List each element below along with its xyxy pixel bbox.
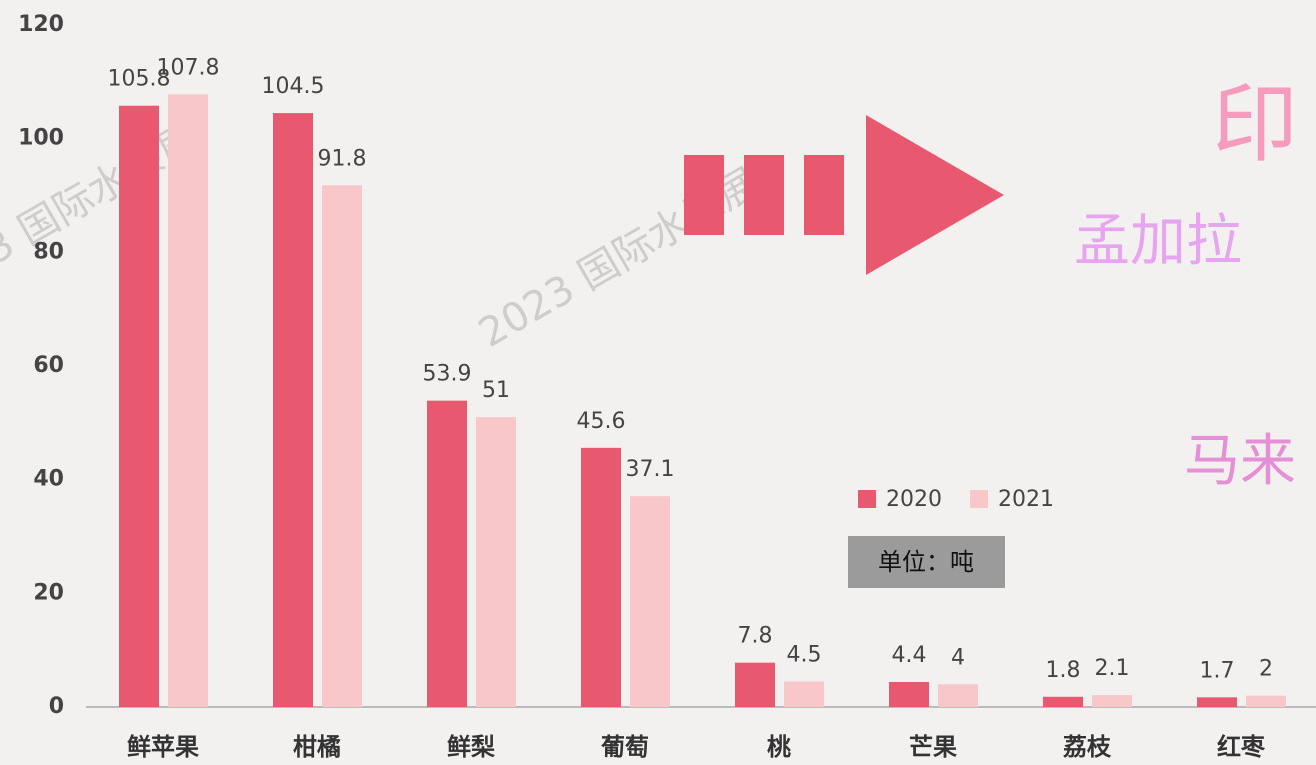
x-tick-label: 柑橘 (293, 733, 341, 761)
y-tick-label: 100 (18, 126, 64, 151)
data-label: 4.5 (787, 642, 822, 667)
data-label: 1.8 (1046, 658, 1081, 683)
x-tick-label: 鲜梨 (447, 733, 495, 761)
arrow-block (744, 155, 784, 235)
data-label: 51 (482, 378, 510, 403)
data-label: 104.5 (262, 74, 325, 99)
bar (476, 417, 516, 707)
annotation: 单位：吨 (878, 548, 974, 576)
bar (938, 684, 978, 707)
x-tick-label: 鲜苹果 (127, 733, 199, 761)
bar (427, 400, 467, 707)
legend-label: 2021 (998, 487, 1054, 512)
bar (581, 447, 621, 707)
x-tick-label: 芒果 (909, 733, 957, 761)
bar (630, 496, 670, 707)
bar (889, 681, 929, 707)
y-tick-label: 0 (49, 694, 64, 719)
data-label: 105.8 (108, 67, 171, 92)
data-label: 4.4 (892, 643, 927, 668)
bar (735, 662, 775, 707)
bar (1246, 695, 1286, 707)
data-label: 1.7 (1200, 658, 1235, 683)
annotation-box (848, 536, 1005, 588)
bar (784, 681, 824, 707)
side-text: 孟加拉 (1074, 209, 1242, 274)
side-text: 印 (1212, 74, 1298, 174)
data-label: 45.6 (577, 409, 626, 434)
bar (1043, 696, 1083, 707)
bar (322, 185, 362, 707)
x-tick-label: 荔枝 (1063, 733, 1112, 761)
bar (273, 113, 313, 707)
data-label: 91.8 (318, 146, 367, 171)
y-tick-label: 60 (33, 353, 64, 378)
side-text: 马来 (1184, 429, 1296, 494)
y-tick-label: 120 (18, 12, 64, 37)
data-label: 37.1 (626, 457, 675, 482)
data-label: 107.8 (157, 55, 220, 80)
legend-swatch (858, 490, 876, 508)
data-label: 53.9 (423, 362, 472, 387)
data-label: 7.8 (738, 624, 773, 649)
data-label: 2 (1259, 657, 1273, 682)
legend-swatch (970, 490, 988, 508)
x-tick-label: 桃 (767, 733, 791, 761)
bar (1197, 697, 1237, 707)
y-tick-label: 80 (33, 239, 64, 264)
data-label: 4 (951, 645, 965, 670)
y-tick-label: 20 (33, 580, 64, 605)
y-tick-label: 40 (33, 467, 64, 492)
bar (1092, 695, 1132, 707)
arrow-block (684, 155, 724, 235)
x-tick-label: 红枣 (1217, 733, 1266, 761)
arrow-head (866, 115, 1004, 275)
legend-label: 2020 (886, 487, 942, 512)
bar (119, 105, 159, 708)
arrow-block (804, 155, 844, 235)
bar (168, 94, 208, 707)
arrow-decoration (684, 115, 1004, 275)
x-tick-label: 葡萄 (600, 733, 649, 761)
data-label: 2.1 (1095, 656, 1130, 681)
